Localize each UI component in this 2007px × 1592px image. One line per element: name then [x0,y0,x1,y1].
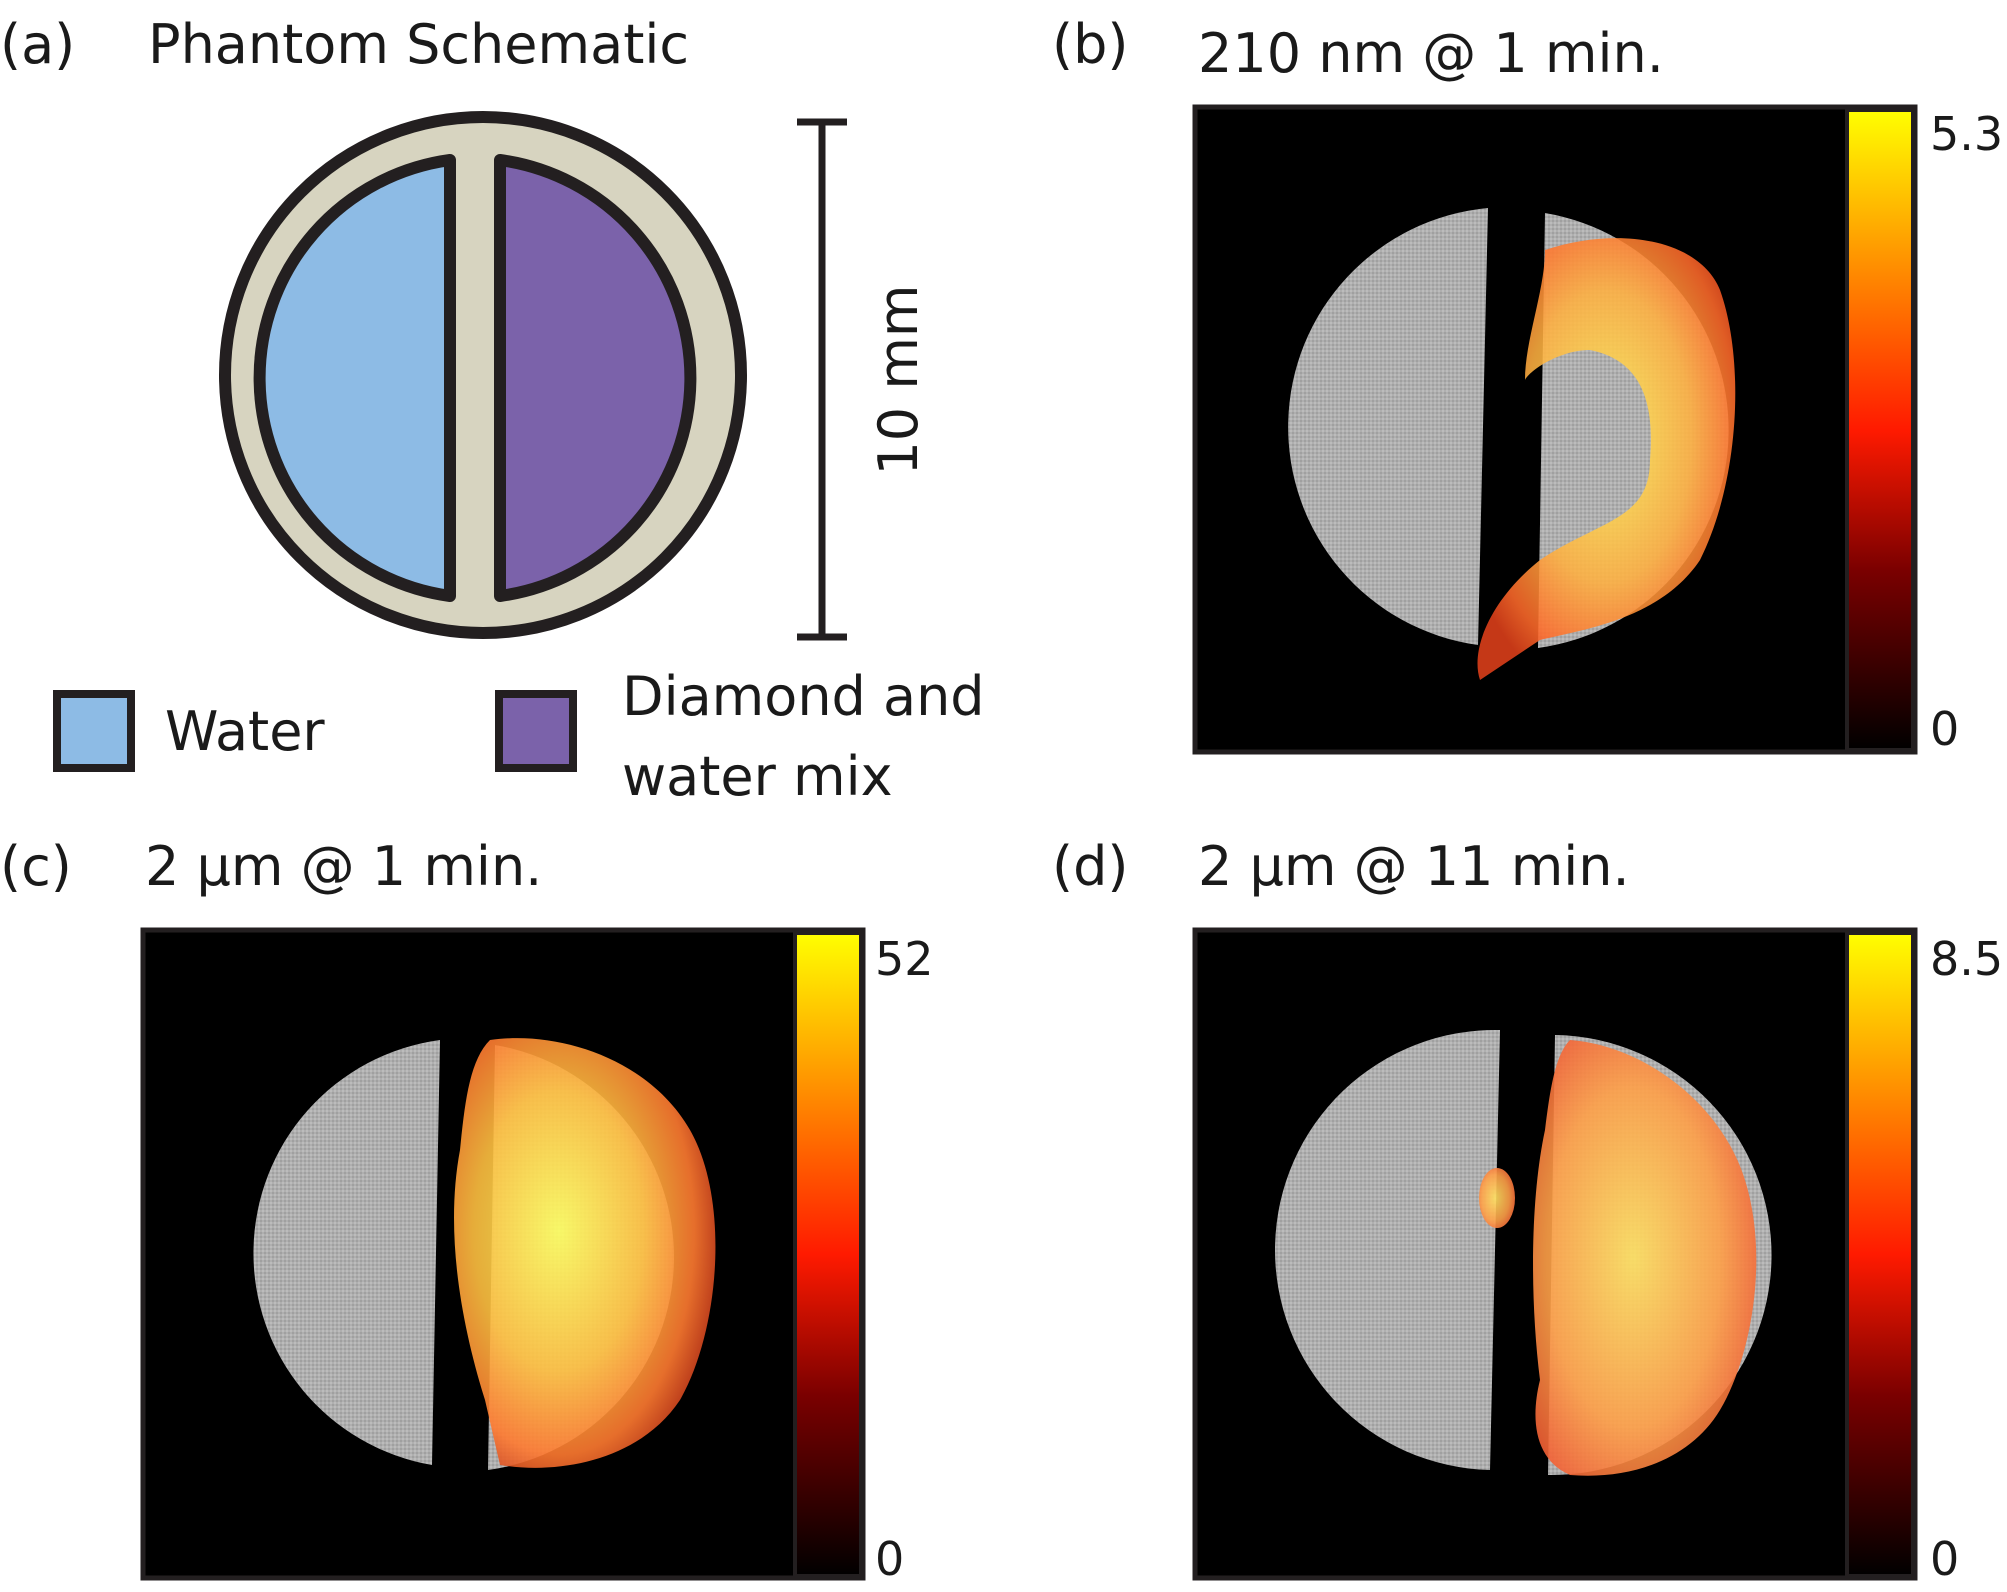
panel-d-colorbar-max: 8.5 [1930,932,2003,986]
panel-c-title: 2 µm @ 1 min. [145,835,542,898]
panel-d-signal-spot [1479,1168,1515,1228]
panel-b-colorbar [1845,108,1915,752]
panel-c-signal-overlay [454,1038,716,1468]
legend: Water Diamond and water mix [53,665,985,808]
panel-d-colorbar-min: 0 [1930,1532,1959,1586]
phantom-schematic [219,111,747,639]
panel-b-title: 210 nm @ 1 min. [1198,22,1664,85]
panel-a: (a) Phantom Schematic 10 mm Water Diamon… [0,13,985,808]
panel-b-label: (b) [1052,13,1128,76]
legend-water-label: Water [165,700,325,763]
panel-c-phantom [253,1038,716,1470]
panel-d-colorbar [1845,931,1915,1578]
panel-c-colorbar-max: 52 [875,932,934,986]
scale-bar-label: 10 mm [867,284,930,475]
panel-b-colorbar-min: 0 [1930,702,1959,756]
water-compartment [253,154,456,602]
panel-b-signal-overlay [1477,238,1736,680]
panel-d-title: 2 µm @ 11 min. [1198,835,1630,898]
panel-d: (d) 2 µm @ 11 min. 8.5 0 [1052,835,2003,1586]
legend-water-swatch [53,690,135,772]
panel-b-colorbar-max: 5.3 [1930,107,2003,161]
legend-mix-label-line1: Diamond and [622,665,985,728]
mix-compartment [494,154,697,602]
panel-c-colorbar [793,931,863,1578]
legend-mix-swatch [495,690,577,772]
panel-c: (c) 2 µm @ 1 min. 52 0 [0,835,934,1586]
panel-a-title: Phantom Schematic [148,13,689,76]
panel-d-phantom [1275,1029,1772,1476]
scale-bar: 10 mm [797,118,930,641]
panel-c-colorbar-min: 0 [875,1532,904,1586]
panel-d-signal-overlay [1533,1040,1757,1476]
panel-c-label: (c) [0,835,72,898]
legend-mix-label-line2: water mix [622,745,893,808]
panel-b: (b) 210 nm @ 1 min. 5.3 0 [1052,13,2003,756]
panel-d-label: (d) [1052,835,1128,898]
panel-a-label: (a) [0,13,75,76]
panel-b-phantom [1288,208,1736,680]
